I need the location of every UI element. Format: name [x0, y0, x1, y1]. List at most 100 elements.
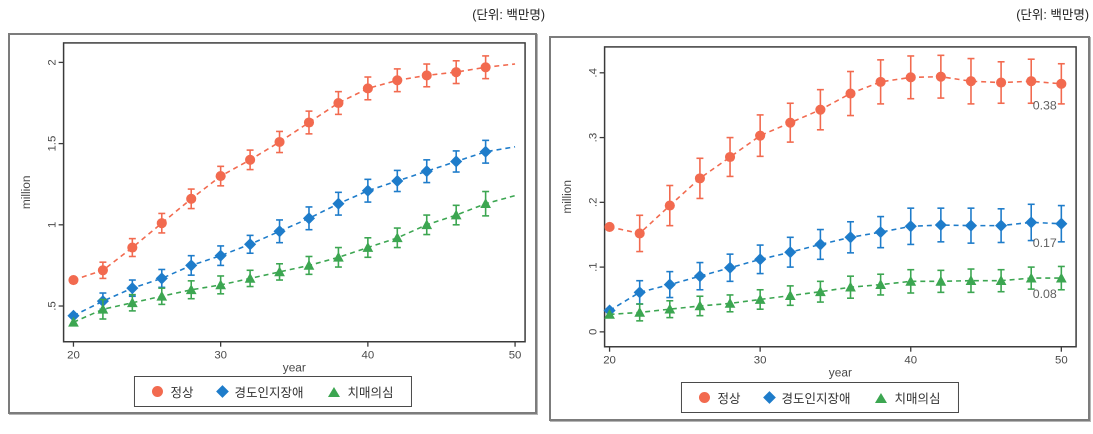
data-point-circle	[1026, 76, 1037, 87]
data-point-triangle	[694, 300, 706, 311]
data-point-triangle	[604, 308, 615, 319]
data-point-circle	[875, 76, 886, 87]
legend-label-suspect: 치매의심	[894, 392, 941, 406]
data-point-diamond	[633, 286, 646, 299]
data-point-diamond	[784, 246, 797, 259]
line-chart-left: .5 1 1.5 2 million 20 30 40 50 year	[19, 42, 526, 374]
x-tick-label: 40	[904, 355, 917, 367]
legend-item-normal: 정상	[151, 382, 193, 401]
data-point-circle	[97, 265, 108, 276]
series-line	[609, 277, 1062, 316]
value-annotation: 0.08	[1033, 287, 1057, 301]
data-point-diamond	[934, 218, 947, 232]
y-tick-label: .4	[588, 68, 600, 77]
x-axis: 20 30 40 50 year	[603, 346, 1068, 379]
data-point-triangle	[480, 198, 491, 209]
legend-label-mci: 경도인지장애	[234, 386, 304, 400]
legend-label-suspect: 치매의심	[347, 386, 394, 400]
data-point-triangle	[68, 316, 79, 327]
data-point-circle	[421, 70, 432, 81]
data-point-triangle	[391, 232, 403, 243]
legend-item-mci: 경도인지장애	[215, 382, 304, 401]
data-point-triangle	[156, 290, 168, 301]
data-point-triangle	[362, 242, 374, 252]
data-point-triangle	[784, 290, 796, 300]
data-point-diamond	[1025, 216, 1038, 229]
series-suspect	[68, 190, 516, 327]
series-suspect	[604, 265, 1067, 322]
triangle-marker-icon	[874, 392, 887, 403]
data-point-circle	[935, 71, 946, 82]
data-point-diamond	[814, 238, 827, 251]
series-normal	[68, 55, 516, 286]
plot-frame	[62, 42, 526, 343]
chart-panel-right: 0 .1 .2 .3 .4 million 20 30 40 50 year 0.38 0.17 0.08…	[549, 36, 1090, 421]
x-axis-label: year	[829, 365, 852, 379]
data-point-diamond	[693, 270, 706, 283]
data-point-circle	[755, 130, 766, 141]
data-point-circle	[905, 72, 916, 83]
x-tick-label: 50	[1055, 355, 1068, 367]
x-axis: 20 30 40 50 year	[67, 341, 522, 374]
y-tick-label: 2	[47, 59, 59, 65]
data-point-diamond	[754, 253, 767, 266]
data-point-circle	[1056, 78, 1067, 89]
legend-label-mci: 경도인지장애	[781, 392, 851, 406]
data-point-triangle	[875, 279, 886, 289]
data-point-circle	[68, 274, 79, 286]
data-point-circle	[724, 151, 736, 163]
data-point-circle	[815, 104, 826, 115]
y-tick-label: 1.5	[47, 136, 59, 152]
data-point-triangle	[905, 275, 917, 286]
data-point-triangle	[303, 259, 315, 270]
data-point-diamond	[155, 272, 168, 285]
legend-item-normal: 정상	[698, 388, 740, 407]
data-point-diamond	[723, 261, 737, 274]
diamond-marker-icon	[762, 391, 776, 404]
legend-label-normal: 정상	[170, 386, 194, 400]
chart-panel-left: .5 1 1.5 2 million 20 30 40 50 year 정상 경도인지장애 치매의…	[8, 33, 537, 414]
data-point-circle	[245, 154, 256, 165]
data-point-circle	[274, 136, 285, 148]
x-tick-label: 50	[509, 350, 522, 362]
data-point-triangle	[815, 286, 826, 297]
data-point-diamond	[273, 225, 286, 238]
data-point-circle	[845, 88, 856, 99]
series-mci	[67, 139, 516, 322]
data-point-triangle	[935, 275, 947, 286]
line-chart-right: 0 .1 .2 .3 .4 million 20 30 40 50 year 0.38 0.17 0.08	[560, 46, 1077, 379]
series-line	[609, 221, 1062, 312]
data-point-diamond	[67, 309, 80, 322]
data-point-diamond	[874, 226, 887, 239]
plot-frame	[603, 46, 1077, 348]
data-point-diamond	[1055, 217, 1068, 230]
data-point-circle	[215, 171, 226, 182]
data-point-circle	[664, 200, 675, 211]
data-point-triangle	[244, 272, 256, 283]
value-annotation: 0.38	[1033, 99, 1057, 113]
data-point-circle	[785, 117, 796, 128]
y-axis: .5 1 1.5 2 million	[19, 59, 64, 311]
data-point-circle	[303, 117, 315, 128]
x-tick-label: 20	[603, 355, 616, 367]
x-tick-label: 30	[214, 350, 227, 362]
y-axis-label: million	[560, 180, 574, 214]
data-point-circle	[362, 83, 373, 94]
data-point-triangle	[995, 275, 1007, 286]
y-tick-label: .3	[588, 133, 600, 142]
data-point-diamond	[663, 278, 676, 291]
x-tick-label: 30	[754, 355, 767, 367]
data-point-circle	[186, 193, 197, 204]
data-point-triangle	[634, 306, 646, 317]
data-point-triangle	[1055, 272, 1067, 283]
data-point-diamond	[995, 219, 1008, 232]
data-point-circle	[156, 218, 167, 229]
data-point-diamond	[244, 238, 257, 251]
data-point-diamond	[391, 174, 404, 187]
y-axis-label: million	[19, 176, 33, 210]
data-point-triangle	[215, 279, 227, 290]
data-point-circle	[392, 75, 403, 86]
data-point-triangle	[450, 209, 462, 220]
data-point-circle	[996, 77, 1007, 88]
diamond-marker-icon	[215, 385, 229, 398]
